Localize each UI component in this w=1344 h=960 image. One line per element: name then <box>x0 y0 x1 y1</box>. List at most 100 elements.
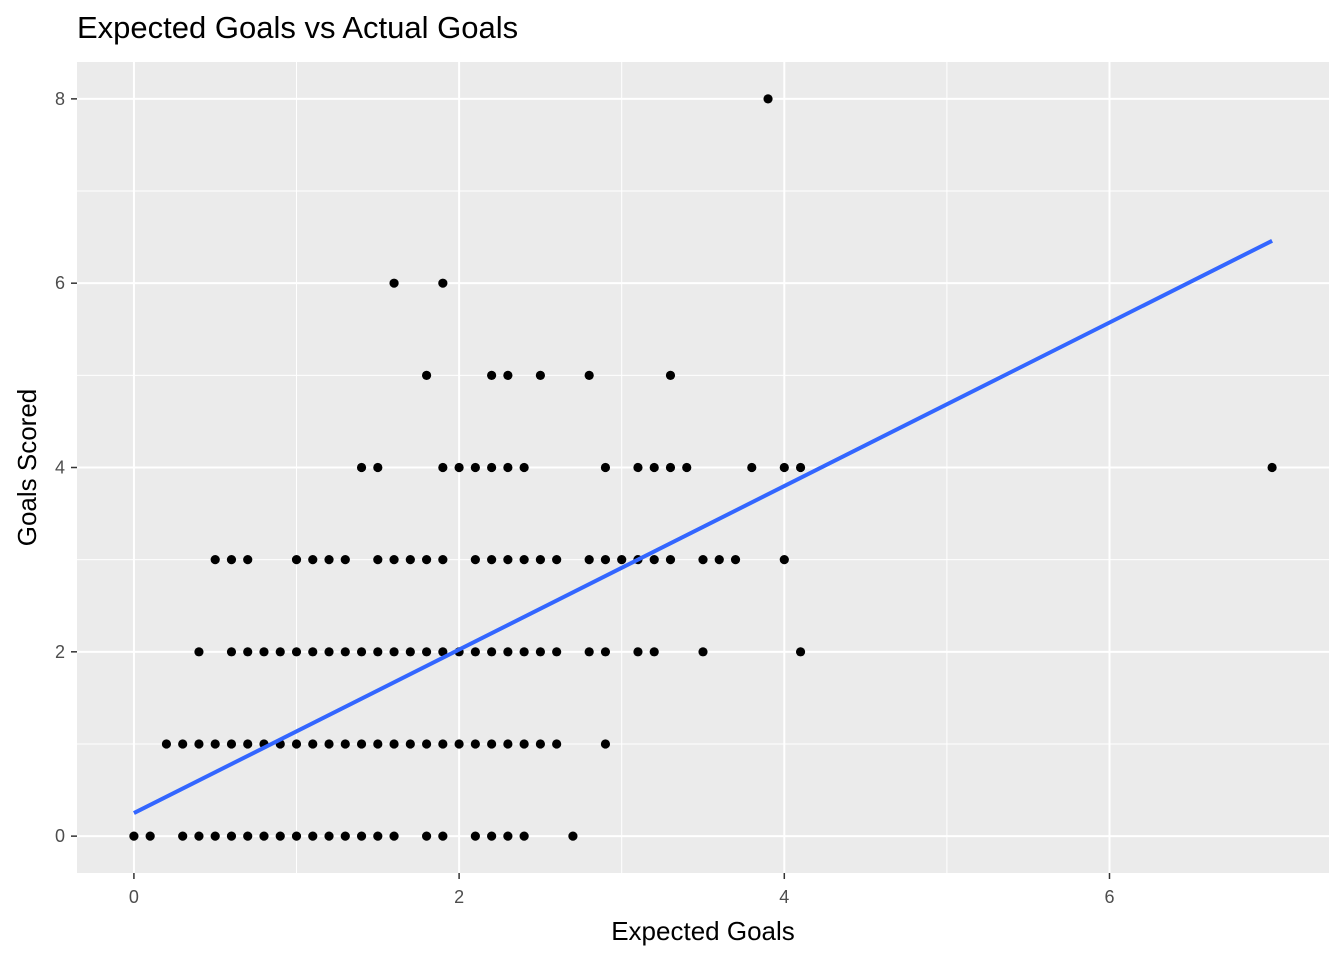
data-point <box>324 831 334 841</box>
x-tick-label: 4 <box>779 887 789 907</box>
data-point <box>600 462 611 473</box>
data-point <box>291 739 302 749</box>
data-point <box>552 555 562 565</box>
data-point <box>356 462 367 473</box>
data-point <box>584 647 594 657</box>
data-point <box>600 739 611 749</box>
data-point <box>665 462 676 473</box>
data-point <box>259 831 269 841</box>
data-point <box>535 647 546 657</box>
data-point <box>487 555 497 565</box>
data-point <box>649 647 659 657</box>
data-point <box>340 647 350 657</box>
data-point <box>698 647 708 657</box>
data-point <box>324 647 334 657</box>
data-point <box>210 739 220 749</box>
data-point <box>454 462 464 473</box>
data-points <box>129 94 1277 841</box>
data-point <box>487 370 497 380</box>
data-point <box>194 831 204 841</box>
data-point <box>665 555 676 565</box>
x-tick-label: 0 <box>129 887 139 907</box>
data-point <box>795 647 806 657</box>
data-point <box>373 831 383 841</box>
data-point <box>438 647 448 657</box>
data-point <box>389 555 399 565</box>
data-point <box>454 739 464 749</box>
x-tick-label: 6 <box>1104 887 1114 907</box>
data-point <box>535 555 546 565</box>
data-point <box>178 739 188 749</box>
data-point <box>438 278 448 288</box>
data-point <box>600 555 611 565</box>
data-point <box>389 739 399 749</box>
data-point <box>373 647 383 657</box>
data-point <box>421 831 432 841</box>
data-point <box>275 831 285 841</box>
data-point <box>210 555 220 565</box>
data-point <box>503 370 513 380</box>
data-point <box>649 555 659 565</box>
major-gridlines <box>77 62 1329 873</box>
data-point <box>438 831 448 841</box>
data-point <box>763 94 773 104</box>
data-point <box>470 739 480 749</box>
data-point <box>503 555 513 565</box>
data-point <box>340 739 350 749</box>
data-point <box>275 647 285 657</box>
data-point <box>503 831 513 841</box>
data-point <box>405 647 415 657</box>
data-point <box>145 831 155 841</box>
data-point <box>243 555 253 565</box>
data-point <box>308 555 318 565</box>
data-point <box>665 370 676 380</box>
data-point <box>714 555 724 565</box>
y-tick-label: 8 <box>55 89 65 109</box>
data-point <box>633 462 643 473</box>
data-point <box>487 462 497 473</box>
data-point <box>389 831 399 841</box>
data-point <box>373 555 383 565</box>
x-tick-label: 2 <box>454 887 464 907</box>
data-point <box>747 462 757 473</box>
data-point <box>243 647 253 657</box>
x-axis-title: Expected Goals <box>611 916 795 946</box>
data-point <box>487 739 497 749</box>
y-tick-label: 0 <box>55 826 65 846</box>
data-point <box>226 739 237 749</box>
y-tick-label: 6 <box>55 273 65 293</box>
data-point <box>226 831 237 841</box>
trend-line-layer <box>133 239 1273 815</box>
data-point <box>519 462 529 473</box>
data-point <box>584 370 594 380</box>
data-point <box>552 647 562 657</box>
chart-title: Expected Goals vs Actual Goals <box>77 10 519 45</box>
data-point <box>421 370 432 380</box>
data-point <box>356 831 367 841</box>
data-point <box>470 555 480 565</box>
data-point <box>356 739 367 749</box>
data-point <box>649 462 659 473</box>
data-point <box>308 831 318 841</box>
data-point <box>503 647 513 657</box>
data-point <box>519 831 529 841</box>
data-point <box>356 647 367 657</box>
data-point <box>226 555 237 565</box>
data-point <box>779 462 789 473</box>
data-point <box>470 647 480 657</box>
data-point <box>194 739 204 749</box>
y-tick-labels: 0 2 4 6 8 <box>55 89 65 846</box>
y-axis-title: Goals Scored <box>12 389 42 547</box>
data-point <box>340 831 350 841</box>
data-point <box>291 647 302 657</box>
axis-ticks <box>71 98 1111 879</box>
data-point <box>470 462 480 473</box>
data-point <box>503 739 513 749</box>
y-tick-label: 4 <box>55 458 65 478</box>
data-point <box>291 831 302 841</box>
data-point <box>682 462 692 473</box>
data-point <box>519 739 529 749</box>
data-point <box>795 462 806 473</box>
trend-line <box>133 239 1273 815</box>
